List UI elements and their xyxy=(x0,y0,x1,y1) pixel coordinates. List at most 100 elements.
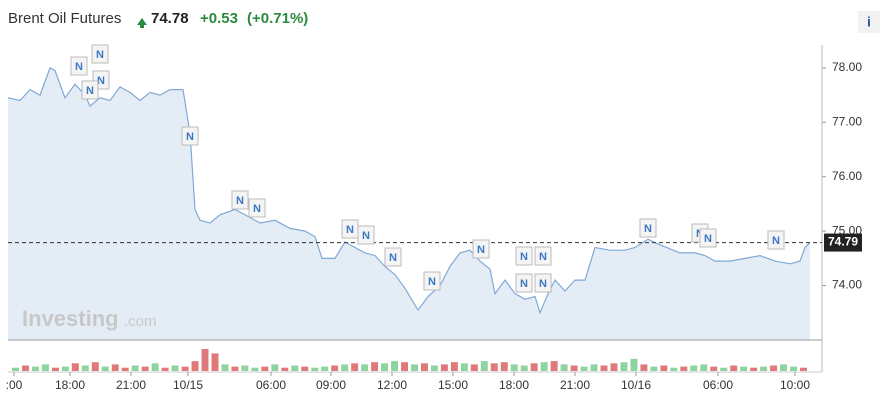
x-tick-label: 10/15 xyxy=(173,378,203,392)
x-tick-label: 12:00 xyxy=(377,378,407,392)
change-pct: (+0.71%) xyxy=(247,10,308,27)
news-flag xyxy=(384,247,402,267)
price-line xyxy=(7,67,811,315)
x-tick-label: 21:00 xyxy=(560,378,590,392)
volume-bar xyxy=(191,361,199,371)
volume-bar xyxy=(361,364,369,371)
last-price-box xyxy=(824,233,862,252)
volume-bar xyxy=(540,362,548,371)
volume-bar xyxy=(391,361,399,371)
volume-bar xyxy=(560,364,568,371)
news-flag-label: N xyxy=(186,131,194,143)
volume-bar xyxy=(580,366,588,371)
news-flag-label: N xyxy=(86,85,94,97)
news-flag xyxy=(70,56,88,76)
news-flag-label: N xyxy=(520,251,528,263)
volume-bar xyxy=(231,366,239,371)
x-tick-label: 15:00 xyxy=(438,378,468,392)
news-flag xyxy=(231,190,249,210)
x-tick-label: 10/16 xyxy=(621,378,651,392)
watermark-suffix: .com xyxy=(124,313,157,330)
news-flag-label: N xyxy=(96,49,104,61)
news-flag-label: N xyxy=(75,61,83,73)
volume-bar xyxy=(500,362,508,371)
x-tick-label: 09:00 xyxy=(316,378,346,392)
x-tick-label: 18:00 xyxy=(55,378,85,392)
volume-bar xyxy=(530,363,538,371)
info-icon[interactable]: i xyxy=(867,14,871,30)
news-flag-label: N xyxy=(704,233,712,245)
news-flag xyxy=(472,239,490,259)
volume-bar xyxy=(121,367,129,371)
volume-bar xyxy=(490,363,498,371)
volume-bar xyxy=(31,366,39,371)
volume-bar xyxy=(91,362,99,371)
volume-bar xyxy=(480,361,488,371)
volume-bar xyxy=(590,364,598,371)
info-button[interactable] xyxy=(858,11,880,33)
volume-bar xyxy=(720,367,728,371)
news-flag-label: N xyxy=(539,278,547,290)
volume-bar xyxy=(51,367,59,371)
volume-bar xyxy=(341,364,349,371)
volume-bar xyxy=(411,364,418,371)
news-flag-label: N xyxy=(389,252,397,264)
news-flag xyxy=(91,44,109,64)
volume-bar xyxy=(550,361,558,371)
news-flag-label: N xyxy=(772,235,780,247)
news-flag xyxy=(423,271,441,291)
up-arrow xyxy=(137,18,147,28)
volume-bar xyxy=(321,366,329,371)
news-flag xyxy=(515,246,533,266)
volume-bar xyxy=(211,353,219,371)
volume-bar xyxy=(271,364,279,371)
volume-bar xyxy=(760,366,768,371)
volume-bar xyxy=(670,367,678,371)
news-flag xyxy=(181,126,199,146)
volume-bar xyxy=(800,367,807,371)
x-tick-label: 18:00 xyxy=(499,378,529,392)
last-price-label: 74.79 xyxy=(828,235,858,249)
volume-bar xyxy=(680,366,688,371)
y-tick-label: 78.00 xyxy=(832,60,862,74)
volume-bar xyxy=(780,364,788,371)
news-flag-label: N xyxy=(520,278,528,290)
news-flag xyxy=(248,198,266,218)
volume-bar xyxy=(770,365,778,371)
volume-bar xyxy=(81,365,89,371)
news-flag xyxy=(639,218,657,238)
news-flag-label: N xyxy=(644,223,652,235)
volume-bar xyxy=(331,365,339,371)
change: +0.53 xyxy=(200,10,238,27)
volume-bar xyxy=(710,366,718,371)
volume-bar xyxy=(301,366,309,371)
news-flag-label: N xyxy=(346,224,354,236)
volume-bar xyxy=(12,367,19,371)
watermark: Investing xyxy=(22,306,119,331)
volume-bar xyxy=(141,366,149,371)
volume-bar xyxy=(430,365,438,371)
volume-bar xyxy=(401,362,408,371)
news-flag xyxy=(534,273,552,293)
price: 74.78 xyxy=(151,10,189,27)
volume-bar xyxy=(61,366,69,371)
volume-bar xyxy=(41,364,49,371)
volume-bar xyxy=(131,365,139,371)
volume-bar xyxy=(440,364,448,371)
volume-bar xyxy=(730,365,738,371)
volume-bar xyxy=(161,367,169,371)
x-tick-label: 06:00 xyxy=(256,378,286,392)
volume-bar xyxy=(660,365,668,371)
volume-bar xyxy=(740,366,748,371)
volume-bar xyxy=(650,366,658,371)
volume-bar xyxy=(460,363,468,371)
news-flag xyxy=(515,273,533,293)
volume-bar xyxy=(630,358,638,371)
chart-title: Brent Oil Futures xyxy=(8,10,121,27)
y-tick-label: 74.00 xyxy=(832,278,862,292)
volume-bar xyxy=(291,365,299,371)
area-fill xyxy=(8,67,810,341)
x-tick-label: 06:00 xyxy=(703,378,733,392)
